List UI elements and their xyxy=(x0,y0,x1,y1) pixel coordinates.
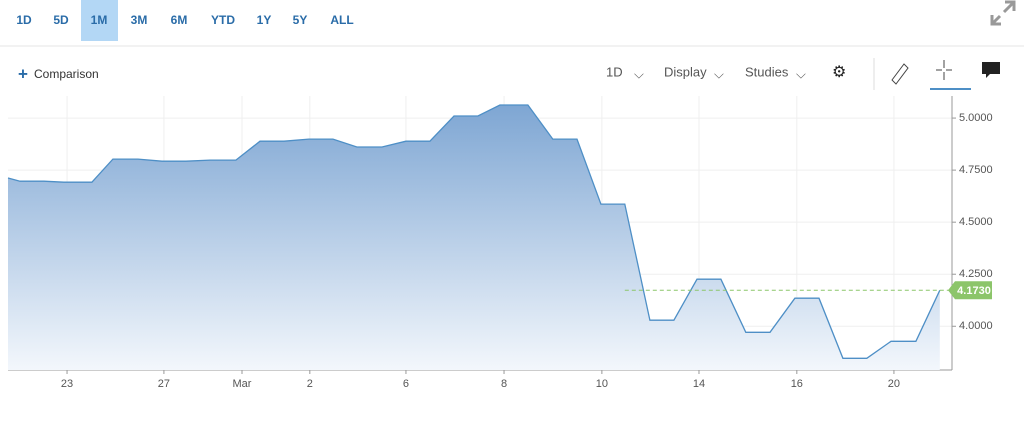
plus-icon[interactable]: + xyxy=(18,64,28,83)
chevron: ⌵ xyxy=(796,66,806,81)
chevron: ⌵ xyxy=(634,66,644,81)
chevron: ⌵ xyxy=(714,66,724,81)
expand-icon[interactable] xyxy=(990,0,1016,26)
x-tick-label: 16 xyxy=(791,378,803,390)
y-tick-label: 4.0000 xyxy=(959,320,993,332)
x-tick-label: 27 xyxy=(158,378,170,390)
display-menu[interactable]: Display xyxy=(664,64,707,79)
x-tick-label: 23 xyxy=(61,378,73,390)
x-tick-label: 10 xyxy=(596,378,608,390)
range-button[interactable]: 1M xyxy=(91,13,108,27)
y-tick-label: 4.7500 xyxy=(959,164,993,176)
settings-icon[interactable]: ⚙ xyxy=(832,64,846,81)
x-tick-label: 6 xyxy=(403,378,409,390)
x-tick-label: 8 xyxy=(501,378,507,390)
area-fill xyxy=(8,105,940,370)
range-button[interactable]: 6M xyxy=(171,13,188,27)
crosshair-icon[interactable] xyxy=(936,60,952,80)
range-selected xyxy=(81,0,118,41)
y-tick-label: 4.2500 xyxy=(959,268,993,280)
x-tick-label: 20 xyxy=(888,378,900,390)
draw-icon[interactable] xyxy=(891,63,909,85)
x-tick-label: 2 xyxy=(307,378,313,390)
range-button[interactable]: YTD xyxy=(211,13,235,27)
y-tick-label: 5.0000 xyxy=(959,112,993,124)
range-button[interactable]: 3M xyxy=(131,13,148,27)
range-button[interactable]: ALL xyxy=(330,13,353,27)
interval-menu[interactable]: 1D xyxy=(606,64,623,79)
price-line xyxy=(7,104,941,359)
comment-icon[interactable] xyxy=(982,62,1000,78)
x-tick-label: 14 xyxy=(693,378,705,390)
x-tick-label: Mar xyxy=(233,378,252,390)
range-button[interactable]: 1D xyxy=(16,13,32,27)
range-button[interactable]: 5D xyxy=(53,13,69,27)
range-button[interactable]: 5Y xyxy=(293,13,308,27)
y-tick-label: 4.5000 xyxy=(959,216,993,228)
last-price-label: 4.1730 xyxy=(957,285,991,297)
comparison-button[interactable]: Comparison xyxy=(34,67,99,81)
last-price-tag xyxy=(948,281,992,300)
range-button[interactable]: 1Y xyxy=(257,13,272,27)
studies-menu[interactable]: Studies xyxy=(745,64,789,79)
